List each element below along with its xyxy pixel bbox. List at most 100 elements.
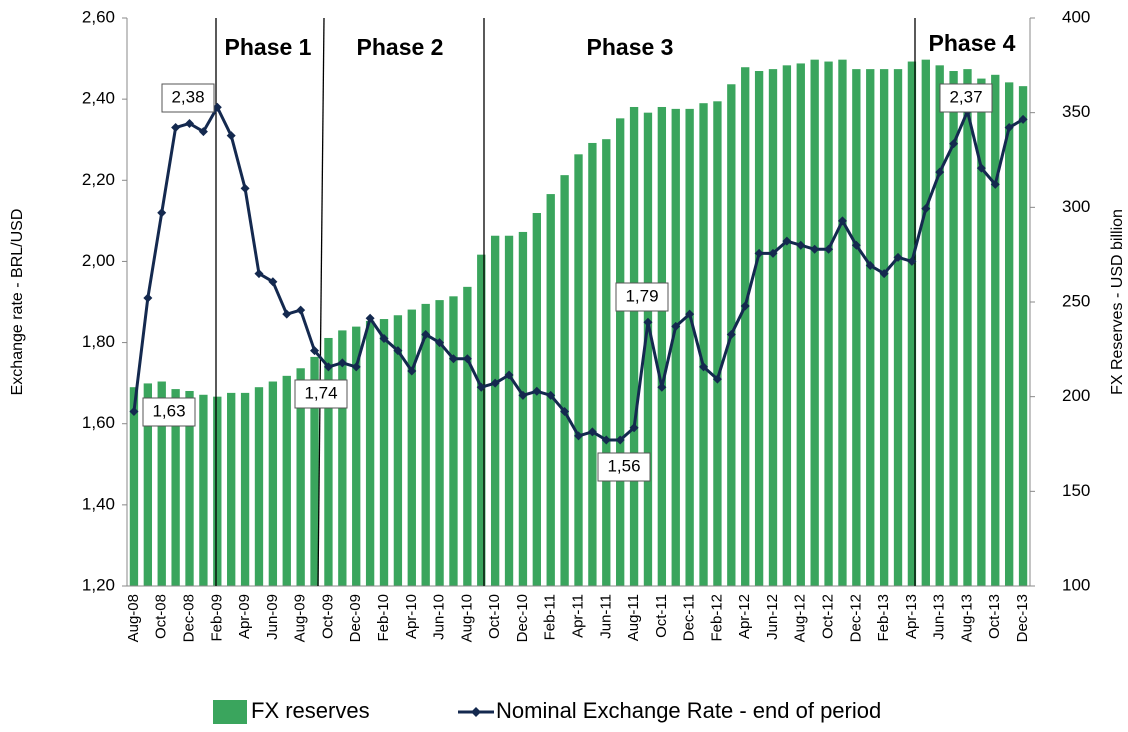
bar <box>199 394 208 586</box>
marker <box>518 390 528 400</box>
marker <box>379 334 389 344</box>
x-tick-label: Jun-13 <box>931 594 948 640</box>
bar <box>282 375 291 586</box>
x-tick-label: Jun-09 <box>264 594 281 640</box>
annotation: 1,56 <box>607 456 640 475</box>
x-tick-label: Feb-09 <box>208 594 225 642</box>
phase-label: Phase 4 <box>929 30 1016 56</box>
bar <box>907 61 917 586</box>
bar <box>560 175 569 586</box>
y2-tick-label: 300 <box>1062 197 1090 216</box>
annotation-box <box>597 452 651 482</box>
x-tick-label: Dec-08 <box>180 594 197 642</box>
bar <box>157 381 166 586</box>
x-tick-label: Feb-12 <box>708 594 725 642</box>
y-tick-label: 1,80 <box>82 332 115 351</box>
marker <box>393 346 403 356</box>
marker <box>699 362 709 372</box>
y-tick-label: 2,00 <box>82 251 115 270</box>
x-tick-label: Aug-09 <box>292 594 309 642</box>
phase-divider <box>317 17 325 587</box>
marker <box>1018 114 1028 124</box>
bar <box>185 390 194 586</box>
marker <box>754 248 764 258</box>
bar <box>629 106 639 586</box>
x-tick-label: Aug-10 <box>458 594 475 642</box>
marker <box>171 123 181 133</box>
marker <box>448 354 458 364</box>
marker <box>462 354 472 364</box>
annotation-box <box>615 282 669 312</box>
bar <box>574 154 583 586</box>
x-tick-label: Oct-12 <box>820 594 837 639</box>
marker <box>740 301 750 311</box>
marker <box>976 163 986 173</box>
marker <box>990 179 1000 189</box>
marker <box>532 386 542 396</box>
bar <box>490 235 500 586</box>
y2-tick-label: 150 <box>1062 481 1090 500</box>
marker <box>546 390 556 400</box>
marker <box>851 240 861 250</box>
marker <box>296 305 306 315</box>
legend-marker <box>471 707 481 717</box>
marker <box>490 378 500 388</box>
y-tick-label: 2,60 <box>82 7 115 26</box>
bar <box>143 383 153 586</box>
bar <box>435 300 444 586</box>
x-tick-label: Dec-13 <box>1014 594 1031 642</box>
marker <box>560 407 570 417</box>
x-tick-label: Apr-10 <box>403 594 420 639</box>
phase-label: Phase 2 <box>357 34 444 60</box>
marker <box>726 329 736 339</box>
x-tick-label: Oct-10 <box>486 594 503 639</box>
bar <box>824 61 833 586</box>
marker <box>310 346 320 356</box>
marker <box>629 423 639 433</box>
x-tick-label: Jun-12 <box>764 594 781 640</box>
x-tick-label: Oct-11 <box>653 594 670 638</box>
bar <box>324 337 333 586</box>
y2-tick-label: 250 <box>1062 291 1090 310</box>
marker <box>810 244 820 254</box>
bar <box>866 69 875 587</box>
x-tick-label: Apr-09 <box>236 594 253 639</box>
annotation: 2,38 <box>171 87 204 106</box>
phase-label: Phase 1 <box>225 34 312 60</box>
marker <box>824 244 834 254</box>
marker <box>407 366 417 376</box>
x-tick-label: Jun-10 <box>431 594 448 640</box>
marker <box>254 269 264 279</box>
bar <box>338 330 347 586</box>
phase-label: Phase 3 <box>587 34 674 60</box>
marker <box>865 260 875 270</box>
x-tick-label: Dec-12 <box>847 594 864 642</box>
marker <box>421 329 431 339</box>
bar <box>240 392 250 586</box>
marker <box>768 248 778 258</box>
bar <box>782 65 792 587</box>
marker <box>198 127 208 137</box>
marker <box>143 293 153 303</box>
bar <box>699 103 708 586</box>
bar <box>893 69 903 587</box>
annotation: 1,63 <box>152 401 185 420</box>
bar <box>754 71 764 587</box>
x-tick-label: Feb-10 <box>375 594 392 642</box>
bar <box>254 387 264 586</box>
marker <box>643 317 653 327</box>
marker <box>685 309 695 319</box>
x-tick-label: Dec-11 <box>681 594 698 641</box>
bar <box>741 67 750 586</box>
marker <box>935 167 945 177</box>
x-tick-label: Aug-12 <box>792 594 809 642</box>
marker <box>712 374 722 384</box>
annotation: 1,74 <box>304 383 337 402</box>
y-tick-label: 1,20 <box>82 575 115 594</box>
bar <box>852 69 861 587</box>
bar <box>1004 82 1014 586</box>
x-tick-label: Feb-13 <box>875 594 892 642</box>
bar <box>365 320 375 586</box>
bar <box>171 389 180 586</box>
marker <box>323 362 333 372</box>
